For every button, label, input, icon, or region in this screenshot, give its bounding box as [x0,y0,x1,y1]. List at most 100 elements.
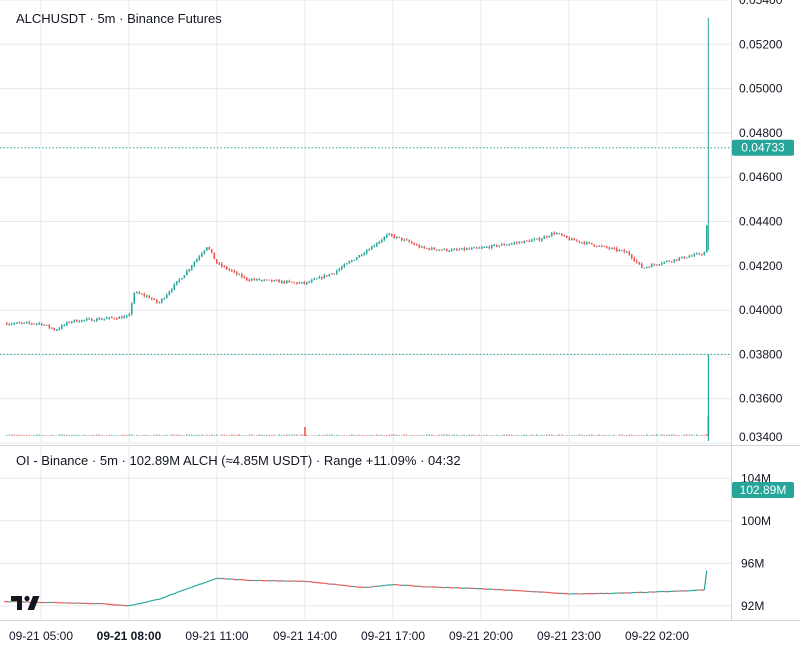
candle-body[interactable] [65,322,68,325]
candle-body[interactable] [95,318,98,321]
candle-body[interactable] [495,244,498,247]
candle-body[interactable] [550,233,553,236]
candle-body[interactable] [570,238,573,241]
candle-body[interactable] [98,318,101,320]
candle-body[interactable] [405,239,408,241]
candle-body[interactable] [595,246,598,248]
candle-body[interactable] [13,323,16,325]
candle-body[interactable] [373,245,376,247]
candle-body[interactable] [323,275,326,279]
candle-body[interactable] [620,250,623,252]
candle-body[interactable] [358,255,361,258]
candle-body[interactable] [205,247,208,251]
candle-body[interactable] [118,316,121,319]
candle-body[interactable] [375,243,378,246]
candle-body[interactable] [660,263,663,265]
candle-body[interactable] [635,260,638,263]
candle-body[interactable] [463,248,466,250]
candle-body[interactable] [330,273,333,275]
candle-body[interactable] [228,269,231,271]
candle-body[interactable] [673,259,676,262]
candle-body[interactable] [48,324,51,328]
candle-body[interactable] [548,235,551,238]
candle-body[interactable] [395,236,398,238]
candle-body[interactable] [465,248,468,250]
candle-body[interactable] [698,253,701,255]
candle-body[interactable] [10,323,13,325]
symbol-label[interactable]: ALCHUSDT [16,11,86,26]
candle-body[interactable] [418,245,421,248]
candle-body[interactable] [580,242,583,244]
candle-body[interactable] [425,247,428,249]
candle-body[interactable] [230,270,233,272]
candle-body[interactable] [483,247,486,249]
candle-body[interactable] [85,318,88,320]
candle-body[interactable] [58,328,61,330]
candle-body[interactable] [73,319,76,322]
price-axis[interactable]: 0.05400 0.05200 0.05000 0.04800 0.04600 0.044… [739,0,783,444]
candle-body[interactable] [645,267,648,269]
candle-body[interactable] [338,269,341,271]
candle-body[interactable] [500,244,503,246]
candle-body[interactable] [383,237,386,241]
candle-body[interactable] [163,297,166,299]
candle-body[interactable] [273,280,276,282]
candle-body[interactable] [123,316,126,319]
candle-body[interactable] [410,241,413,244]
candle-body[interactable] [63,324,66,326]
candle-body[interactable] [130,303,133,315]
candle-body[interactable] [260,280,263,282]
candle-body[interactable] [578,240,581,243]
candle-body[interactable] [110,317,113,319]
candle-body[interactable] [280,280,283,283]
candle-body[interactable] [625,251,628,253]
candle-body[interactable] [173,284,176,290]
candle-body[interactable] [458,249,461,251]
candle-body[interactable] [690,255,693,257]
candle-body[interactable] [270,279,273,282]
candle-body[interactable] [568,237,571,241]
candle-body[interactable] [628,251,631,255]
candle-body[interactable] [473,247,476,249]
candle-body[interactable] [675,259,678,261]
candle-body[interactable] [335,270,338,274]
candle-body[interactable] [453,249,456,251]
candle-body[interactable] [598,245,601,247]
candle-body[interactable] [390,233,393,236]
candle-body[interactable] [553,233,556,235]
candle-body[interactable] [650,264,653,268]
candle-body[interactable] [218,263,221,265]
candle-body[interactable] [28,322,31,324]
candle-body[interactable] [225,266,228,270]
candle-body[interactable] [575,240,578,242]
candle-body[interactable] [573,238,576,241]
candle-body[interactable] [488,246,491,249]
candle-body[interactable] [68,322,71,324]
candle-body[interactable] [605,246,608,248]
candle-body[interactable] [160,298,163,303]
candle-body[interactable] [433,247,436,250]
candle-body[interactable] [393,235,396,238]
candle-body[interactable] [88,318,91,320]
candle-body[interactable] [455,249,458,251]
oi-series[interactable] [4,570,708,607]
interval-label[interactable]: 5m [97,11,116,26]
candle-body[interactable] [303,282,306,284]
candle-body[interactable] [265,279,268,281]
candle-body[interactable] [380,240,383,242]
candle-body[interactable] [153,299,156,301]
candle-body[interactable] [630,254,633,259]
candle-body[interactable] [30,323,33,325]
candle-body[interactable] [633,258,636,261]
candle-body[interactable] [508,244,511,246]
candle-body[interactable] [603,246,606,248]
candle-body[interactable] [518,241,521,243]
candle-body[interactable] [333,273,336,275]
candle-body[interactable] [450,249,453,251]
candle-body[interactable] [315,278,318,280]
candle-body[interactable] [505,244,508,246]
candle-body[interactable] [93,320,96,322]
candle-body[interactable] [8,324,11,326]
candle-body[interactable] [348,261,351,264]
candle-body[interactable] [105,318,108,320]
